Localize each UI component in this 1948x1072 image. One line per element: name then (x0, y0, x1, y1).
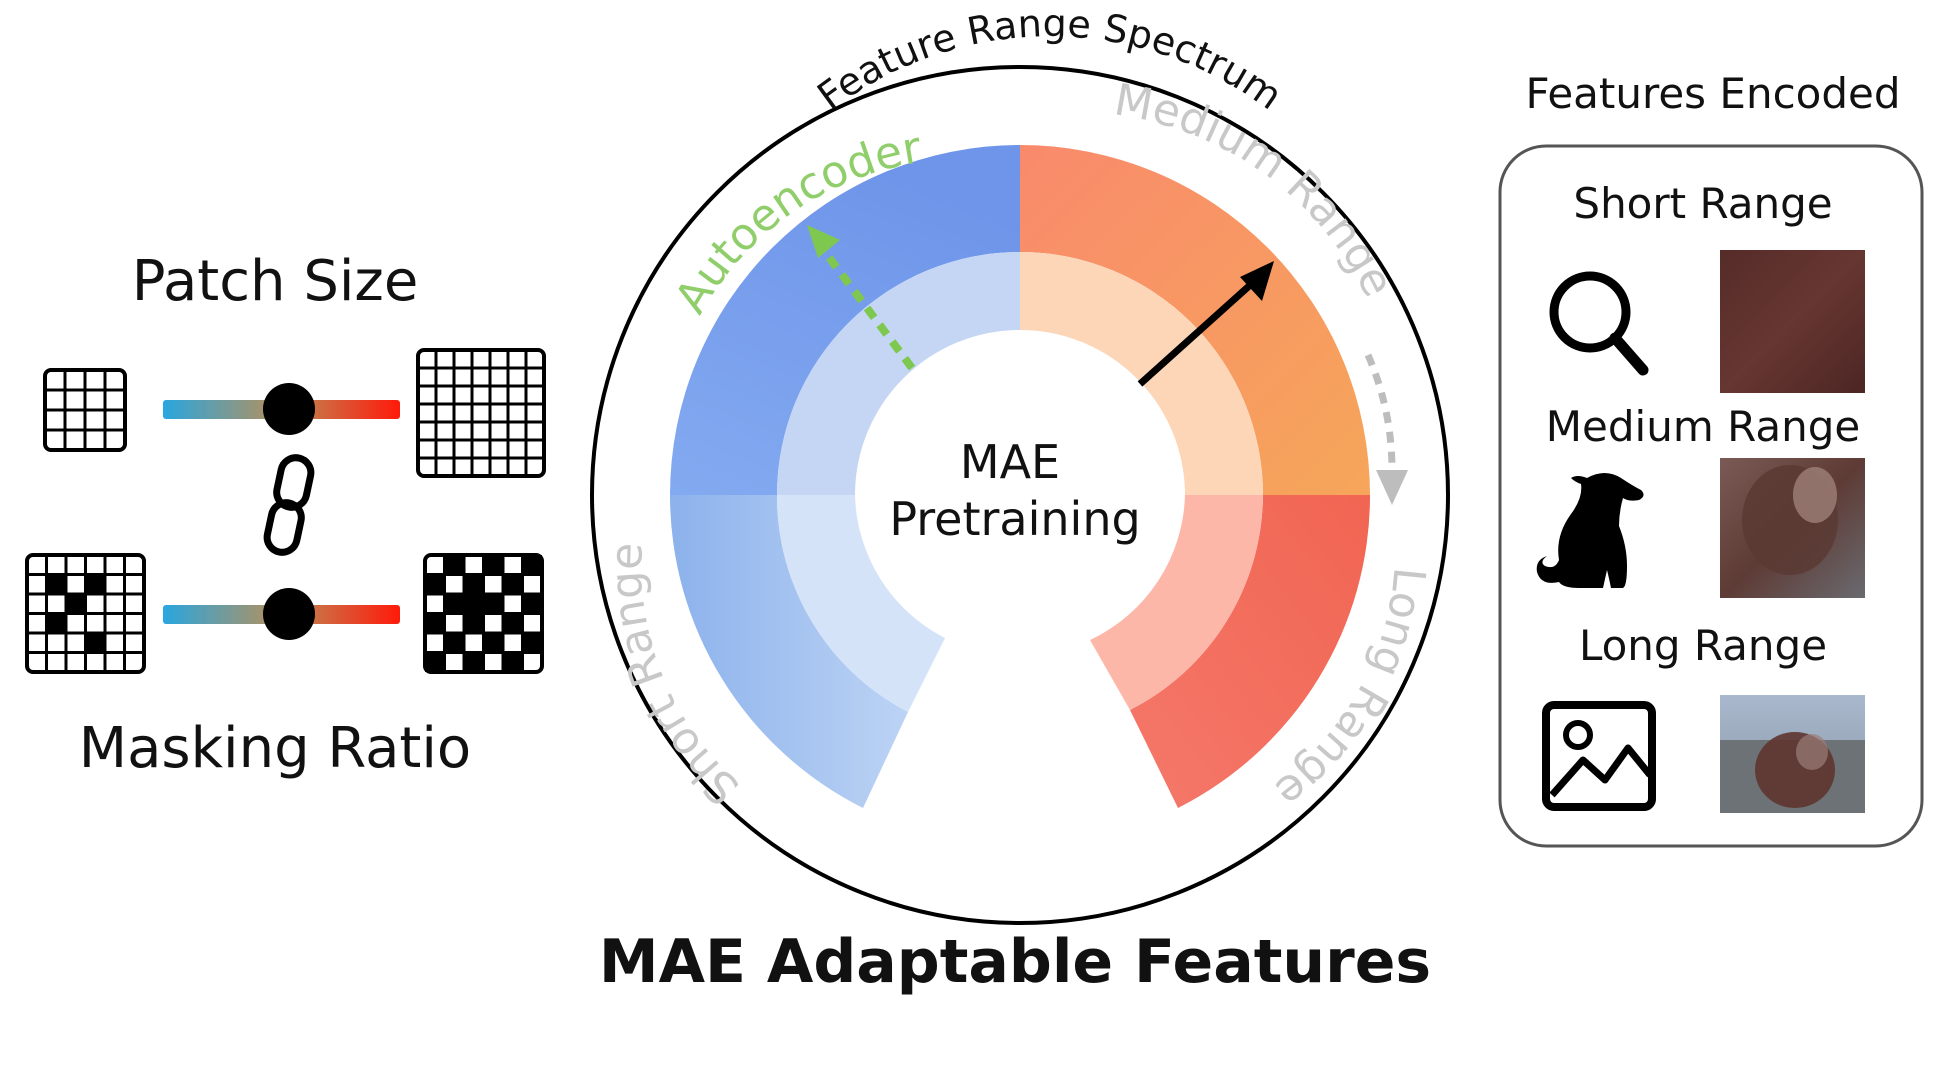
grid-frame (416, 348, 546, 478)
masked-cell (483, 633, 503, 653)
masked-cell (425, 613, 445, 633)
small-patch-grid-icon (43, 368, 127, 452)
right-panel: Features Encoded Short Range Medium Rang… (1498, 69, 1924, 848)
segment-autoencoder (670, 145, 1020, 495)
masked-cell (46, 613, 66, 633)
masked-cell (464, 652, 484, 672)
medium-range-thumbnail (1720, 458, 1865, 598)
masking-ratio-slider-handle[interactable] (263, 588, 315, 640)
outer-circle (590, 65, 1450, 925)
masked-cell (66, 594, 86, 614)
masked-cell (444, 594, 464, 614)
masked-cell (425, 652, 445, 672)
segment-medium-range (1020, 145, 1370, 495)
high-masking-grid-icon (423, 553, 544, 674)
link-icon (263, 454, 315, 556)
medium-range-row-label: Medium Range (1546, 402, 1860, 451)
masked-cell (85, 574, 105, 594)
masking-ratio-slider[interactable] (163, 588, 400, 640)
long-range-thumbnail (1720, 695, 1865, 813)
image-icon (1542, 701, 1656, 811)
patch-size-slider-handle[interactable] (263, 383, 315, 435)
short-range-row-label: Short Range (1573, 179, 1832, 228)
masked-cell (46, 574, 66, 594)
masked-cell (444, 555, 464, 575)
masked-cell (503, 652, 523, 672)
masked-cell (425, 574, 445, 594)
masked-cell (483, 594, 503, 614)
masked-cell (522, 555, 542, 575)
masked-cell (464, 574, 484, 594)
large-patch-grid-icon (416, 348, 546, 478)
magnifier-icon (1549, 271, 1649, 376)
autoencoder-dashed-arrow (807, 225, 916, 371)
masked-cell (85, 633, 105, 653)
feature-spectrum-wheel: MAE Pretraining Feature Range Spectrum A… (590, 1, 1450, 997)
long-range-row-label: Long Range (1579, 621, 1827, 670)
patch-size-slider[interactable] (163, 383, 400, 435)
segment-short-range (669, 495, 945, 808)
long-range-dashed-arrow (1364, 353, 1408, 505)
dog-icon (1536, 473, 1644, 588)
masked-cell (503, 574, 523, 594)
short-range-thumbnail (1720, 250, 1865, 393)
patch-size-label: Patch Size (132, 249, 419, 314)
masked-cell (503, 613, 523, 633)
arc-title: Feature Range Spectrum (809, 1, 1290, 118)
medium-range-arrow (1137, 261, 1274, 387)
masked-cell (522, 594, 542, 614)
core-label-line2: Pretraining (889, 492, 1140, 546)
segment-long-range (1090, 495, 1371, 808)
masked-cell (444, 633, 464, 653)
masked-cell (464, 594, 484, 614)
features-encoded-title: Features Encoded (1525, 69, 1900, 118)
masked-cell (522, 633, 542, 653)
masked-cell (464, 613, 484, 633)
bottom-title: MAE Adaptable Features (599, 927, 1431, 997)
features-box (1498, 144, 1924, 848)
masking-ratio-label: Masking Ratio (79, 716, 471, 781)
masked-cell (483, 555, 503, 575)
low-masking-grid-icon (25, 553, 146, 674)
core-label-line1: MAE (960, 435, 1060, 489)
left-panel: Patch Size Masking Ratio (25, 249, 546, 781)
